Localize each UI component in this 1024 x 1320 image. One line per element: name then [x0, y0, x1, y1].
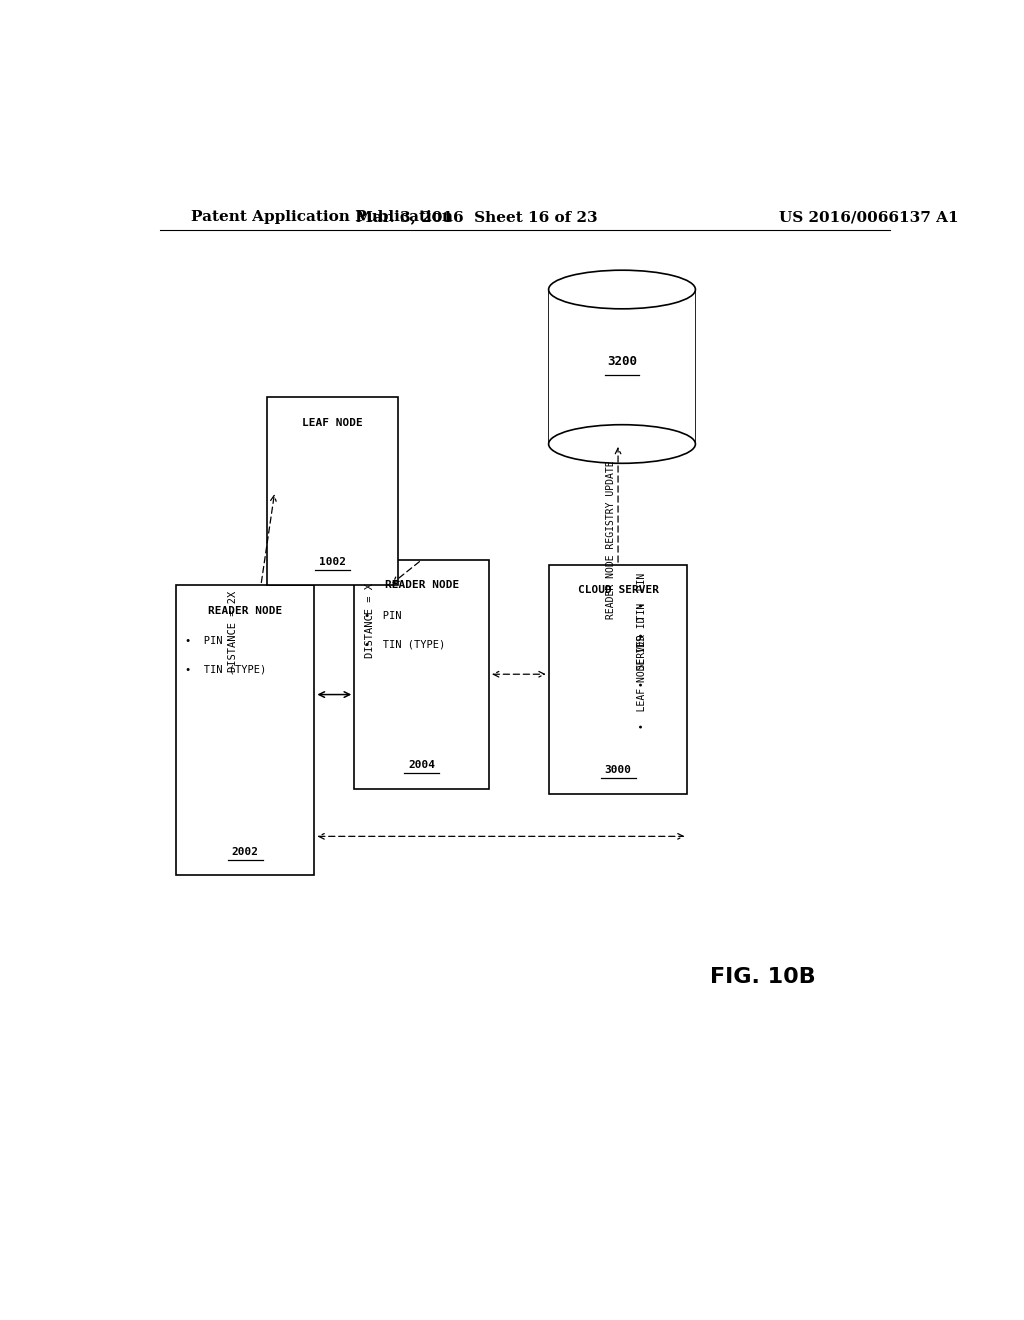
Text: •  SERVER ID: • SERVER ID: [637, 616, 647, 686]
Text: CLOUD SERVER: CLOUD SERVER: [578, 585, 658, 595]
Text: DISTANCE = 2X: DISTANCE = 2X: [227, 590, 238, 672]
Text: •  TIN: • TIN: [637, 603, 647, 639]
Text: •  PIN: • PIN: [185, 636, 222, 645]
Ellipse shape: [549, 271, 695, 309]
Text: •  PIN: • PIN: [637, 573, 647, 609]
Text: 2004: 2004: [409, 760, 435, 771]
Ellipse shape: [549, 425, 695, 463]
Text: Mar. 3, 2016  Sheet 16 of 23: Mar. 3, 2016 Sheet 16 of 23: [356, 210, 598, 224]
Text: READER NODE: READER NODE: [208, 606, 283, 615]
Text: •  PIN: • PIN: [364, 611, 401, 620]
Text: 2002: 2002: [231, 846, 258, 857]
Bar: [549, 565, 687, 793]
Bar: [549, 289, 695, 444]
Text: 1002: 1002: [318, 557, 346, 568]
Text: DISTANCE = X: DISTANCE = X: [365, 583, 375, 659]
Text: •  TIN (TYPE): • TIN (TYPE): [185, 664, 266, 675]
Text: •  LEAF NODE IDS: • LEAF NODE IDS: [637, 635, 647, 729]
Text: FIG. 10B: FIG. 10B: [710, 966, 816, 986]
Bar: [176, 585, 314, 875]
Text: Patent Application Publication: Patent Application Publication: [191, 210, 454, 224]
Bar: [267, 397, 397, 585]
Text: LEAF NODE: LEAF NODE: [302, 417, 362, 428]
Text: 3000: 3000: [604, 766, 632, 775]
Text: US 2016/0066137 A1: US 2016/0066137 A1: [778, 210, 958, 224]
Text: 3200: 3200: [607, 355, 637, 368]
Text: READER NODE: READER NODE: [384, 581, 459, 590]
Text: READER NODE REGISTRY UPDATE: READER NODE REGISTRY UPDATE: [605, 461, 615, 619]
Bar: [354, 560, 489, 788]
Text: •  TIN (TYPE): • TIN (TYPE): [364, 639, 445, 649]
